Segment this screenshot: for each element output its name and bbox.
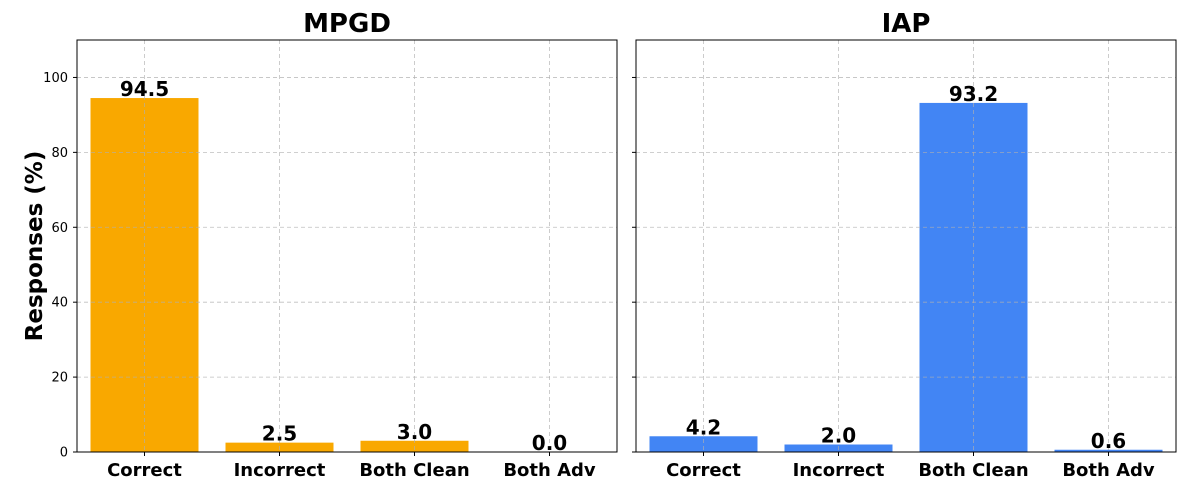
x-tick-label: Both Clean: [359, 460, 469, 481]
data-label: 93.2: [949, 82, 998, 106]
data-label: 2.5: [262, 422, 297, 446]
axes-frame: [635, 39, 1177, 453]
x-tick-label: Correct: [666, 460, 741, 481]
axes-frame: [76, 39, 618, 453]
chart-panel-2: 4.2 2.0 93.2 0.6 Correct Incorrect Both Clean B…: [632, 9, 1177, 481]
data-label: 0.0: [532, 431, 567, 455]
chart-title: IAP: [882, 9, 931, 39]
y-axis-label: Responses (%): [22, 151, 48, 342]
bar-both-adv: [1054, 449, 1163, 452]
y-tick-label: 40: [51, 296, 68, 311]
data-label: 94.5: [120, 77, 169, 101]
y-tick-label: 60: [51, 221, 68, 236]
y-tick-label: 80: [51, 146, 68, 161]
x-tick-label: Incorrect: [234, 460, 326, 481]
x-tick-label: Both Clean: [918, 460, 1028, 481]
x-tick-label: Correct: [107, 460, 182, 481]
chart-panel-1: 94.5 2.5 3.0 0.0 0 20 40 60 80 100 Correct Incorrec…: [22, 9, 618, 481]
y-tick-label: 20: [51, 371, 68, 386]
chart-title: MPGD: [303, 9, 391, 39]
data-label: 4.2: [686, 415, 721, 439]
y-tick-label: 0: [60, 446, 68, 461]
y-tick-label: 100: [43, 71, 68, 86]
x-tick-label: Both Adv: [1062, 460, 1155, 481]
bar-correct: [649, 436, 758, 452]
data-label: 0.6: [1091, 429, 1126, 453]
x-tick-label: Incorrect: [793, 460, 885, 481]
data-label: 3.0: [397, 420, 432, 444]
data-label: 2.0: [821, 424, 856, 448]
x-tick-label: Both Adv: [503, 460, 596, 481]
